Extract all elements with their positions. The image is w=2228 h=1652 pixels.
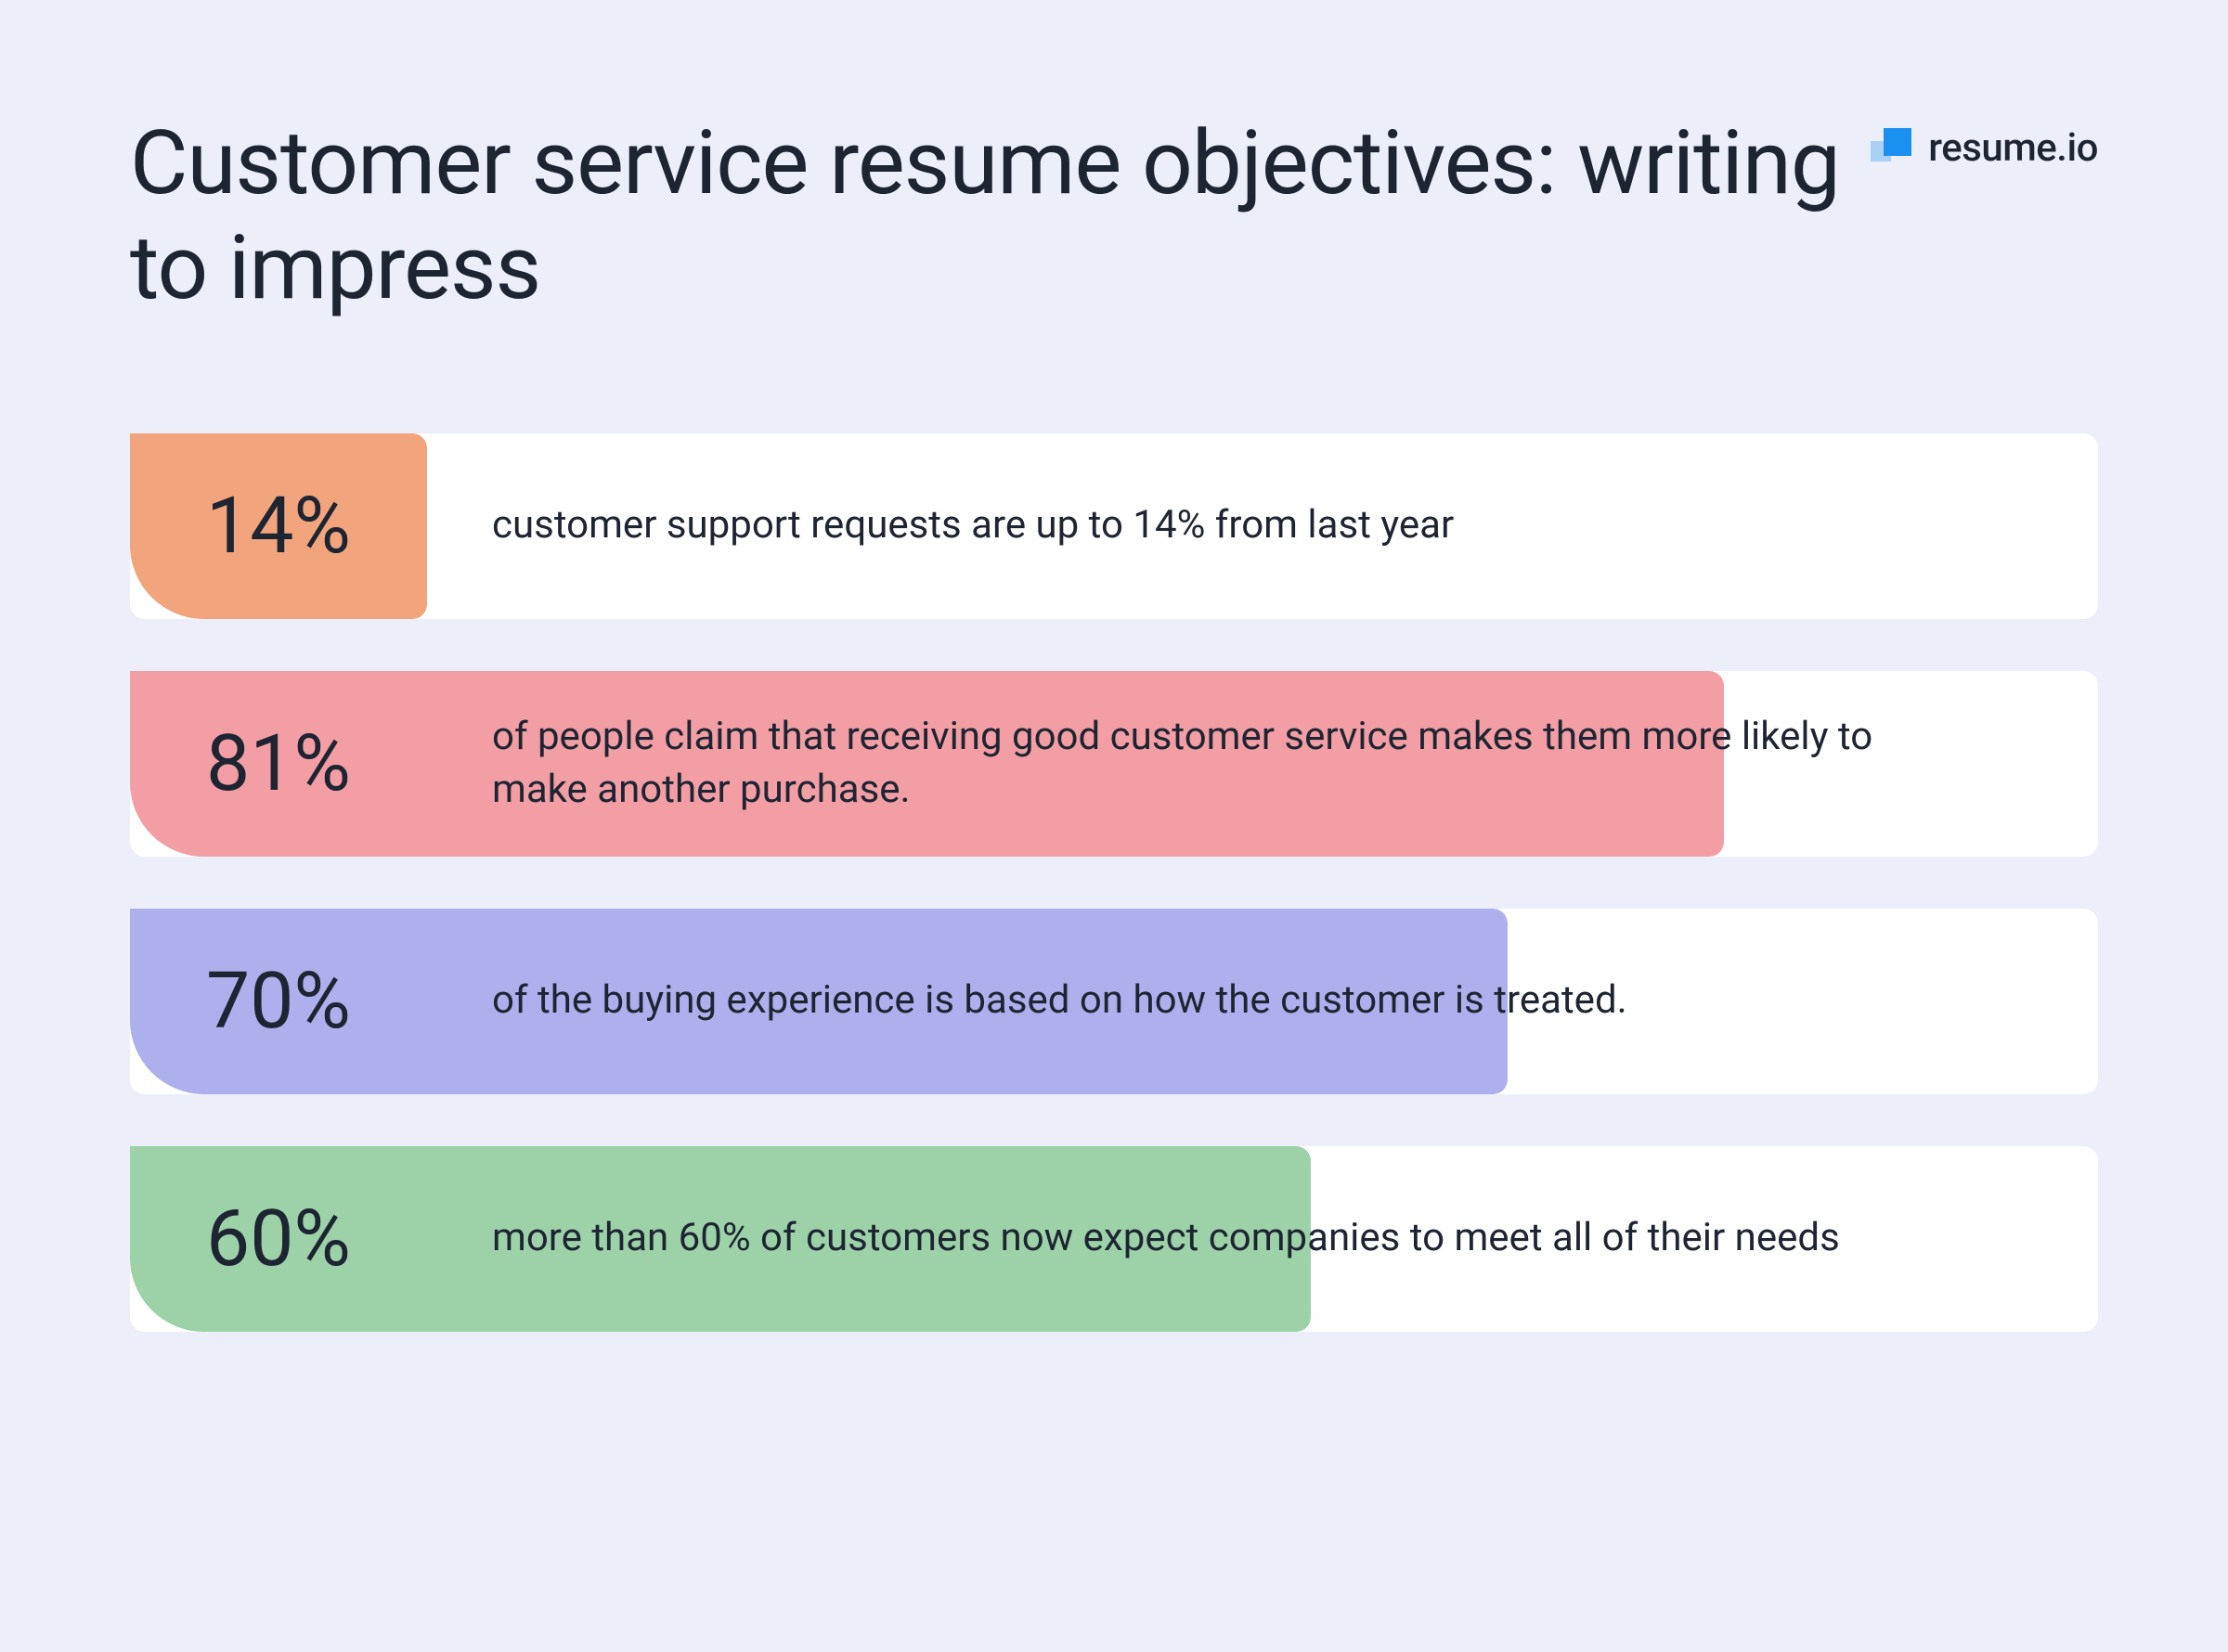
stat-row: 14% customer support requests are up to … (130, 433, 2098, 619)
stat-text: customer support requests are up to 14% … (492, 499, 1454, 552)
stat-percent-block: 70% (130, 909, 427, 1094)
stat-percent-block: 81% (130, 671, 427, 857)
brand-name: resume.io (1928, 125, 2098, 171)
stat-percent-value: 14% (206, 480, 351, 572)
stats-list: 14% customer support requests are up to … (130, 433, 2098, 1332)
stat-text-wrap: more than 60% of customers now expect co… (427, 1146, 2098, 1332)
page-title: Customer service resume objectives: writ… (130, 111, 1871, 322)
stat-percent-block: 14% (130, 433, 427, 619)
logo-rect-dark (1884, 128, 1911, 156)
stat-text: of people claim that receiving good cust… (492, 711, 1885, 816)
brand: resume.io (1871, 125, 2098, 171)
stat-text: more than 60% of customers now expect co… (492, 1212, 1840, 1265)
stat-text-wrap: of the buying experience is based on how… (427, 909, 2098, 1094)
stat-percent-value: 81% (206, 717, 351, 809)
brand-logo-icon (1871, 128, 1911, 169)
header: Customer service resume objectives: writ… (130, 111, 2098, 322)
infographic-container: Customer service resume objectives: writ… (0, 0, 2228, 1443)
stat-text-wrap: of people claim that receiving good cust… (427, 671, 2098, 857)
stat-row: 81% of people claim that receiving good … (130, 671, 2098, 857)
stat-text: of the buying experience is based on how… (492, 974, 1627, 1027)
stat-row: 60% more than 60% of customers now expec… (130, 1146, 2098, 1332)
stat-percent-block: 60% (130, 1146, 427, 1332)
stat-percent-value: 70% (206, 955, 351, 1047)
stat-row: 70% of the buying experience is based on… (130, 909, 2098, 1094)
stat-text-wrap: customer support requests are up to 14% … (427, 433, 2098, 619)
stat-percent-value: 60% (206, 1193, 351, 1284)
